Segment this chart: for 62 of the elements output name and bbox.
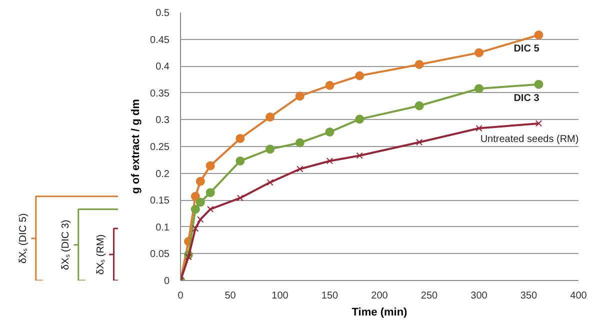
point: [295, 138, 304, 148]
x-tick-label: 100: [272, 290, 289, 302]
point: [534, 30, 544, 40]
point: [474, 48, 484, 58]
point: [190, 204, 200, 214]
point: [197, 216, 204, 223]
point: [236, 194, 244, 202]
point: [192, 225, 199, 232]
point: [206, 161, 215, 170]
point: [535, 120, 542, 127]
series-label: DIC 5: [514, 44, 540, 55]
y-tick-label: 0.4: [156, 62, 170, 73]
y-tick-label: 0: [164, 276, 170, 287]
x-tick-label: 350: [520, 290, 538, 302]
point: [196, 176, 205, 186]
point: [474, 84, 484, 94]
text: δXₛ (RM): [96, 234, 107, 275]
point: [185, 254, 192, 260]
y-tick-label: 0.45: [150, 34, 170, 46]
x-tick-label: 200: [371, 290, 388, 302]
x-tick-label: 400: [570, 290, 588, 302]
x-tick-label: 150: [321, 290, 339, 302]
point: [266, 144, 275, 154]
point: [207, 206, 214, 213]
y-tick-label: 0.2: [156, 168, 170, 180]
text: δXₛ (DIC 5): [18, 213, 29, 264]
y-tick-label: 0.05: [150, 249, 170, 260]
point: [414, 101, 424, 110]
text: δXₛ (DIC 3): [60, 220, 72, 270]
point: [325, 128, 334, 137]
point: [414, 60, 424, 69]
y-tick-label: 0.25: [150, 142, 170, 153]
point: [196, 198, 205, 207]
point: [476, 124, 482, 132]
point: [266, 112, 275, 122]
y-tick-label: 0.1: [156, 222, 170, 234]
point: [355, 71, 364, 80]
point: [325, 80, 334, 90]
x-axis-title: Time (min): [352, 306, 408, 318]
point: [236, 134, 245, 143]
point: [206, 188, 215, 198]
point: [356, 152, 363, 159]
point: [295, 92, 304, 101]
point: [326, 158, 334, 164]
y-tick-label: 0.15: [150, 196, 170, 207]
point: [355, 114, 364, 124]
point: [416, 138, 423, 146]
point: [266, 179, 274, 186]
y-axis-title: g of extract / g dm: [130, 98, 142, 194]
point: [190, 192, 200, 201]
y-tick-label: 0.3: [156, 115, 170, 126]
point: [296, 166, 304, 172]
y-tick-label: 0.35: [150, 88, 170, 100]
series-label: Untreated seeds (RM): [480, 134, 579, 145]
y-tick-label: 0.5: [156, 8, 170, 19]
point: [236, 156, 245, 166]
x-tick-label: 300: [470, 290, 488, 302]
series-label: DIC 3: [514, 92, 540, 104]
point: [534, 80, 544, 89]
x-tick-label: 50: [224, 290, 236, 302]
x-tick-label: 250: [420, 290, 438, 302]
x-tick-label: 0: [178, 290, 184, 302]
